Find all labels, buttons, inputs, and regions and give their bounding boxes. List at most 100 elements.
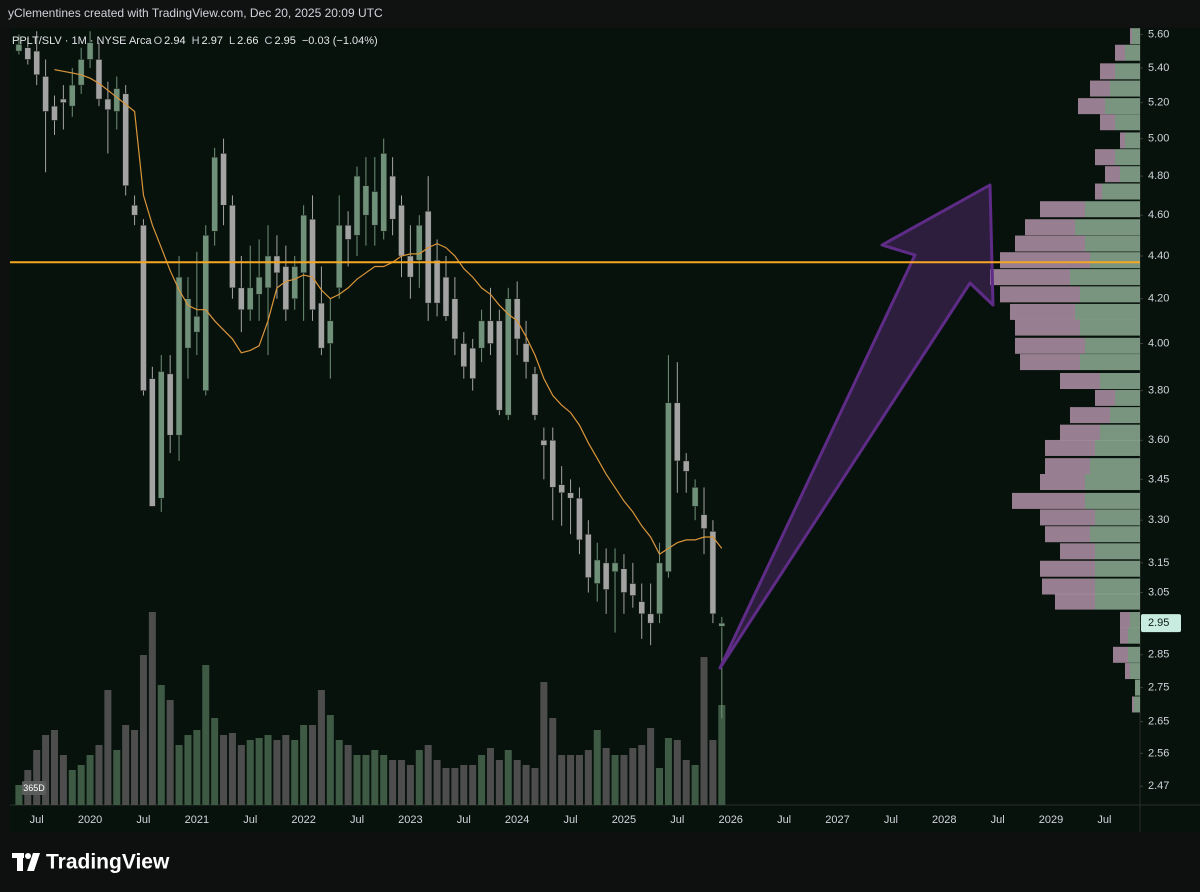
profile-down [1000,252,1090,269]
volume-bar [620,755,628,805]
volume-profile-layer [990,28,1140,713]
x-tick-label: Jul [1097,814,1111,826]
profile-up [1110,80,1140,97]
profile-up [1085,492,1140,509]
candle-body [60,98,67,103]
profile-down [1060,543,1095,560]
candle-body [398,204,405,257]
candle-body [691,487,699,507]
profile-down [1040,509,1095,526]
x-tick-label: Jul [991,814,1005,826]
candle-body [42,76,49,112]
profile-up [1085,337,1140,354]
candle-body [211,156,218,232]
profile-up [1100,373,1140,390]
candle-body [709,531,717,615]
candle-body [309,218,316,310]
candle-body [69,84,76,107]
x-tick-label: Jul [564,814,578,826]
x-tick-label: Jul [136,814,150,826]
x-tick-label: 2020 [78,814,102,826]
profile-down [1015,337,1085,354]
x-tick-label: Jul [350,814,364,826]
candle-body [718,622,726,627]
volume-bar [575,755,583,805]
candle-body [24,47,32,60]
profile-down [1010,303,1075,320]
volume-bar [584,750,592,805]
profile-down [1020,354,1080,371]
profile-up [1090,526,1140,543]
profile-down [1095,389,1115,406]
time-axis-area [10,805,1140,832]
legend-symbol: PPLT/SLV · 1M · NYSE Arca [12,35,152,47]
volume-bar [602,748,610,805]
candle-body [665,402,672,572]
y-tick-label: 5.60 [1148,28,1169,40]
volume-bar [504,750,512,805]
candle-body [327,320,334,344]
candle-body [433,259,441,304]
candle-body [638,601,645,615]
profile-down [1015,319,1080,336]
candle-body [335,224,343,289]
profile-up [1120,166,1140,183]
y-tick-label: 2.47 [1148,780,1169,792]
profile-down [1042,578,1095,595]
candle-body [362,185,370,216]
x-tick-label: 2021 [185,814,209,826]
profile-down [1120,612,1130,629]
profile-down [1090,80,1110,97]
profile-down [1015,235,1085,252]
volume-bar [638,745,646,805]
candle-body [656,562,663,615]
profile-down [1060,424,1100,441]
profile-down [1113,646,1128,663]
candle-body [407,255,414,278]
sma-line [54,69,723,556]
volume-bar [611,755,619,805]
legend-key: H [191,35,200,47]
x-tick-label: 2025 [612,814,636,826]
volume-bar [300,725,308,805]
y-tick-label: 3.30 [1148,514,1169,526]
profile-down [1040,560,1095,577]
volume-bar [291,740,299,805]
profile-up [1095,593,1140,610]
volume-bar [593,730,601,805]
y-tick-label: 2.85 [1148,649,1169,661]
profile-up [1075,219,1140,236]
volume-bar [42,735,50,805]
profile-up [1135,679,1140,696]
legend-value: 2.66 [237,35,259,47]
profile-up [1085,235,1140,252]
y-tick-label: 4.40 [1148,250,1169,262]
candle-body [104,98,112,110]
volume-bar [451,768,459,805]
volume-bar [522,765,530,805]
candle-body [389,175,396,220]
volume-bar [567,755,575,805]
y-tick-label: 3.60 [1148,434,1169,446]
header-text: yClementines created with TradingView.co… [8,6,383,20]
range-label-box [22,781,46,795]
y-tick-label: 3.15 [1148,557,1169,569]
x-tick-label: 2022 [291,814,315,826]
volume-bar [647,728,655,805]
plot-area [10,28,1140,805]
volume-bar [344,745,352,805]
y-tick-label: 4.00 [1148,337,1169,349]
volume-bar [442,768,450,805]
arrow-annotation [718,183,995,670]
candle-body [51,105,58,121]
profile-up [1095,560,1140,577]
y-tick-label: 2.75 [1148,682,1169,694]
profile-up [1095,509,1140,526]
profile-down [1095,183,1102,200]
volume-bar [220,735,228,805]
candle-body [264,255,272,289]
profile-up [1095,578,1140,595]
x-tick-label: Jul [30,814,44,826]
candle-body [95,59,103,100]
candle-body [647,613,654,624]
